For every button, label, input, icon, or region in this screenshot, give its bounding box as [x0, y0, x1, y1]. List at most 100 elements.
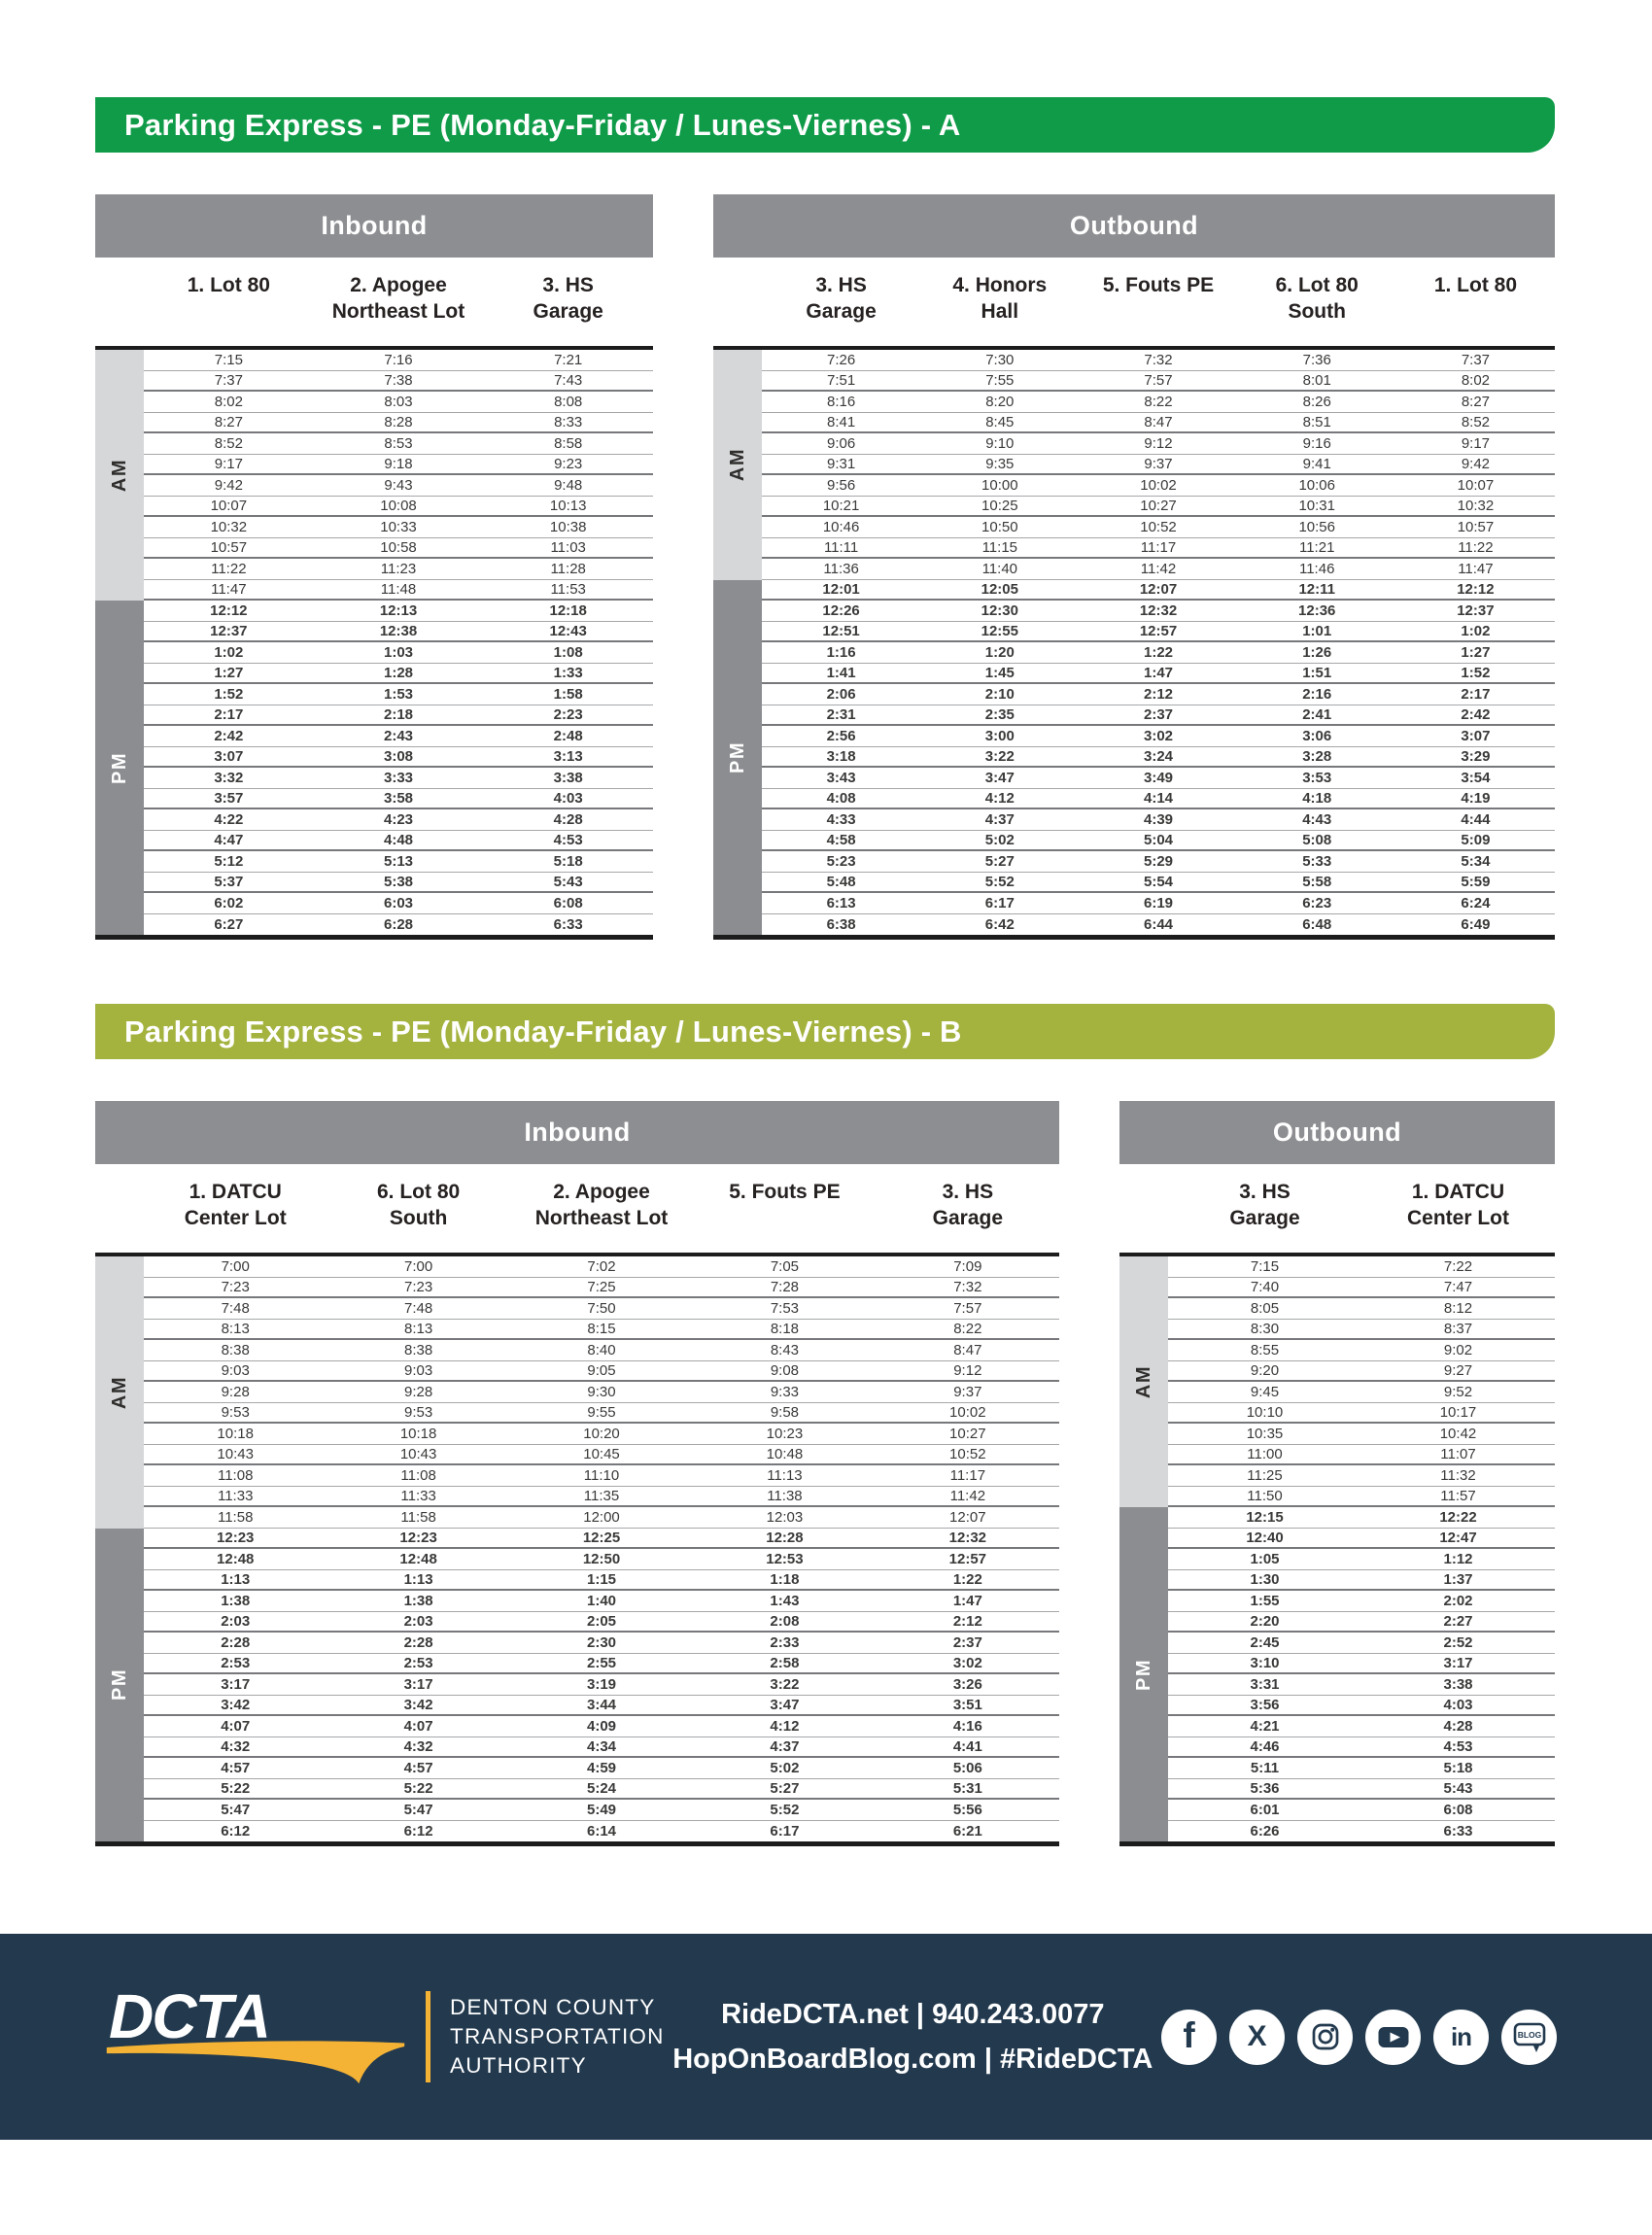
x-twitter-icon-glyph: X	[1247, 2020, 1267, 2052]
time-cell: 3:58	[383, 789, 414, 807]
time-cell: 10:13	[549, 497, 587, 514]
time-cell: 5:49	[587, 1801, 617, 1818]
time-cell: 7:55	[985, 371, 1015, 389]
time-cell: 12:23	[399, 1529, 437, 1546]
time-cell: 12:22	[1439, 1508, 1477, 1526]
time-cell: 1:27	[1461, 643, 1491, 661]
time-cell: 8:53	[384, 434, 413, 452]
time-cell: 5:27	[984, 852, 1015, 870]
time-cell: 1:52	[1461, 664, 1491, 681]
time-cell: 10:43	[217, 1445, 254, 1462]
time-cell: 1:51	[1302, 664, 1332, 681]
time-cell: 9:12	[953, 1361, 982, 1379]
time-cell: 7:32	[1144, 351, 1173, 368]
time-rows: 7:15 7:22 7:40 7:47 8:05 8:12 8:30 8:37 8:55 9:02…	[1168, 1256, 1555, 1841]
table-row: 5:37 5:38 5:43	[144, 873, 653, 893]
table-row: 9:42 9:43 9:48	[144, 475, 653, 497]
time-cell: 6:13	[826, 894, 856, 911]
time-cell: 6:27	[214, 915, 244, 933]
table-row: 11:22 11:23 11:28	[144, 559, 653, 580]
table-row: 12:26 12:30 12:32 12:36 12:37	[762, 601, 1555, 622]
table-row: 2:42 2:43 2:48	[144, 726, 653, 747]
table-row: 1:38 1:38 1:40 1:43 1:47	[144, 1591, 1059, 1612]
footer-contact: RideDCTA.net | 940.243.0077 HopOnBoardBl…	[665, 1992, 1161, 2082]
time-cell: 2:16	[1302, 685, 1332, 703]
time-cell: 12:05	[981, 580, 1018, 598]
time-cell: 1:27	[214, 664, 244, 681]
time-cell: 10:07	[210, 497, 248, 514]
time-cell: 10:42	[1439, 1425, 1477, 1442]
time-cell: 9:56	[827, 476, 856, 494]
time-cell: 5:18	[1443, 1759, 1473, 1776]
time-cell: 4:37	[984, 810, 1015, 828]
time-cell: 7:43	[554, 371, 583, 389]
table-row: 2:45 2:52	[1168, 1633, 1555, 1654]
table-row: 3:07 3:08 3:13	[144, 747, 653, 768]
time-cell: 8:13	[404, 1320, 433, 1337]
youtube-icon[interactable]	[1365, 2009, 1421, 2065]
time-cell: 10:20	[583, 1425, 620, 1442]
time-cell: 9:16	[1302, 434, 1331, 452]
table-row: 6:02 6:03 6:08	[144, 893, 653, 914]
blog-icon[interactable]: BLOG	[1501, 2009, 1557, 2065]
table-row: 9:45 9:52	[1168, 1382, 1555, 1403]
column-headers: 3. HS Garage 1. DATCU Center Lot	[1119, 1180, 1555, 1240]
table-row: 5:23 5:27 5:29 5:33 5:34	[762, 851, 1555, 873]
time-cell: 2:27	[1443, 1612, 1473, 1630]
table-row: 5:36 5:43	[1168, 1779, 1555, 1800]
time-cell: 11:47	[1458, 560, 1494, 577]
time-cell: 6:19	[1143, 894, 1174, 911]
time-cell: 2:31	[826, 705, 856, 723]
table-row: 10:35 10:42	[1168, 1424, 1555, 1445]
time-cell: 2:18	[383, 705, 414, 723]
time-cell: 9:02	[1443, 1341, 1473, 1358]
time-cell: 5:38	[383, 873, 414, 890]
time-cell: 5:47	[221, 1801, 251, 1818]
instagram-icon[interactable]	[1297, 2009, 1353, 2065]
time-cell: 7:51	[827, 371, 856, 389]
time-cell: 8:28	[384, 413, 413, 430]
facebook-icon[interactable]: f	[1161, 2009, 1217, 2065]
time-cell: 7:48	[221, 1299, 250, 1317]
time-cell: 9:23	[554, 455, 583, 472]
logo-divider	[426, 1990, 430, 2082]
time-cell: 10:23	[766, 1425, 804, 1442]
time-cell: 4:28	[1443, 1717, 1473, 1735]
time-cell: 8:27	[214, 413, 243, 430]
time-cell: 7:28	[770, 1278, 800, 1295]
table-row: 4:46 4:53	[1168, 1737, 1555, 1758]
time-cell: 7:48	[404, 1299, 433, 1317]
time-cell: 1:58	[553, 685, 583, 703]
time-cell: 6:03	[383, 894, 414, 911]
time-cell: 8:12	[1443, 1299, 1473, 1317]
footer-blog-hashtag[interactable]: HopOnBoardBlog.com | #RideDCTA	[672, 2044, 1153, 2075]
table-row: 10:32 10:33 10:38	[144, 517, 653, 538]
time-cell: 1:38	[403, 1592, 433, 1609]
table-row: 8:13 8:13 8:15 8:18 8:22	[144, 1320, 1059, 1340]
time-cell: 12:07	[1139, 580, 1178, 598]
time-cell: 11:23	[380, 560, 417, 577]
linkedin-icon[interactable]: in	[1433, 2009, 1489, 2065]
time-cell: 2:06	[826, 685, 856, 703]
time-cell: 1:38	[221, 1592, 251, 1609]
x-twitter-icon[interactable]: X	[1229, 2009, 1285, 2065]
time-cell: 3:17	[1443, 1654, 1473, 1671]
time-cell: 1:16	[826, 643, 856, 661]
time-cell: 8:41	[827, 413, 856, 430]
footer-website-phone[interactable]: RideDCTA.net | 940.243.0077	[721, 1998, 1105, 2030]
time-cell: 4:47	[214, 831, 244, 848]
time-cell: 1:43	[770, 1592, 800, 1609]
time-cell: 2:05	[587, 1612, 617, 1630]
time-cell: 2:08	[770, 1612, 800, 1630]
table-row: 7:15 7:22	[1168, 1256, 1555, 1278]
time-cell: 11:57	[1440, 1487, 1476, 1504]
schedule-section-inbound: Inbound 1. DATCU Center Lot 6. Lot 80 South 2…	[95, 1101, 1059, 1846]
time-cell: 11:25	[1247, 1466, 1283, 1484]
time-cell: 4:43	[1302, 810, 1332, 828]
time-cell: 4:12	[770, 1717, 800, 1735]
time-cell: 7:21	[554, 351, 583, 368]
time-cell: 7:16	[384, 351, 413, 368]
time-cell: 4:23	[383, 810, 414, 828]
time-cell: 4:58	[826, 831, 856, 848]
table-row: 2:06 2:10 2:12 2:16 2:17	[762, 684, 1555, 705]
